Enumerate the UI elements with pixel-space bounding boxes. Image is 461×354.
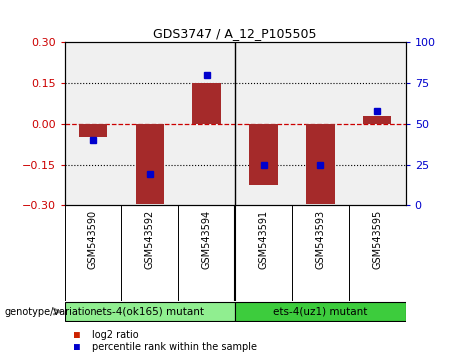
Title: GDS3747 / A_12_P105505: GDS3747 / A_12_P105505: [154, 27, 317, 40]
Text: GSM543594: GSM543594: [201, 210, 212, 269]
Bar: [193, 83, 221, 124]
Bar: [363, 116, 391, 124]
Bar: [65, 302, 235, 321]
Text: log2 ratio: log2 ratio: [92, 330, 139, 339]
Text: genotype/variation: genotype/variation: [5, 307, 97, 316]
Text: ■: ■: [74, 342, 80, 352]
Bar: [235, 302, 406, 321]
Text: GSM543595: GSM543595: [372, 210, 382, 269]
Bar: [79, 124, 107, 137]
Text: percentile rank within the sample: percentile rank within the sample: [92, 342, 257, 352]
Text: GSM543593: GSM543593: [315, 210, 325, 269]
Text: GSM543591: GSM543591: [259, 210, 269, 269]
Bar: [136, 124, 164, 204]
Text: ets-4(uz1) mutant: ets-4(uz1) mutant: [273, 306, 367, 316]
Text: ■: ■: [74, 330, 80, 339]
Text: GSM543590: GSM543590: [88, 210, 98, 269]
Bar: [306, 124, 335, 204]
Text: GSM543592: GSM543592: [145, 210, 155, 269]
Bar: [249, 124, 278, 185]
Text: ets-4(ok165) mutant: ets-4(ok165) mutant: [96, 306, 204, 316]
